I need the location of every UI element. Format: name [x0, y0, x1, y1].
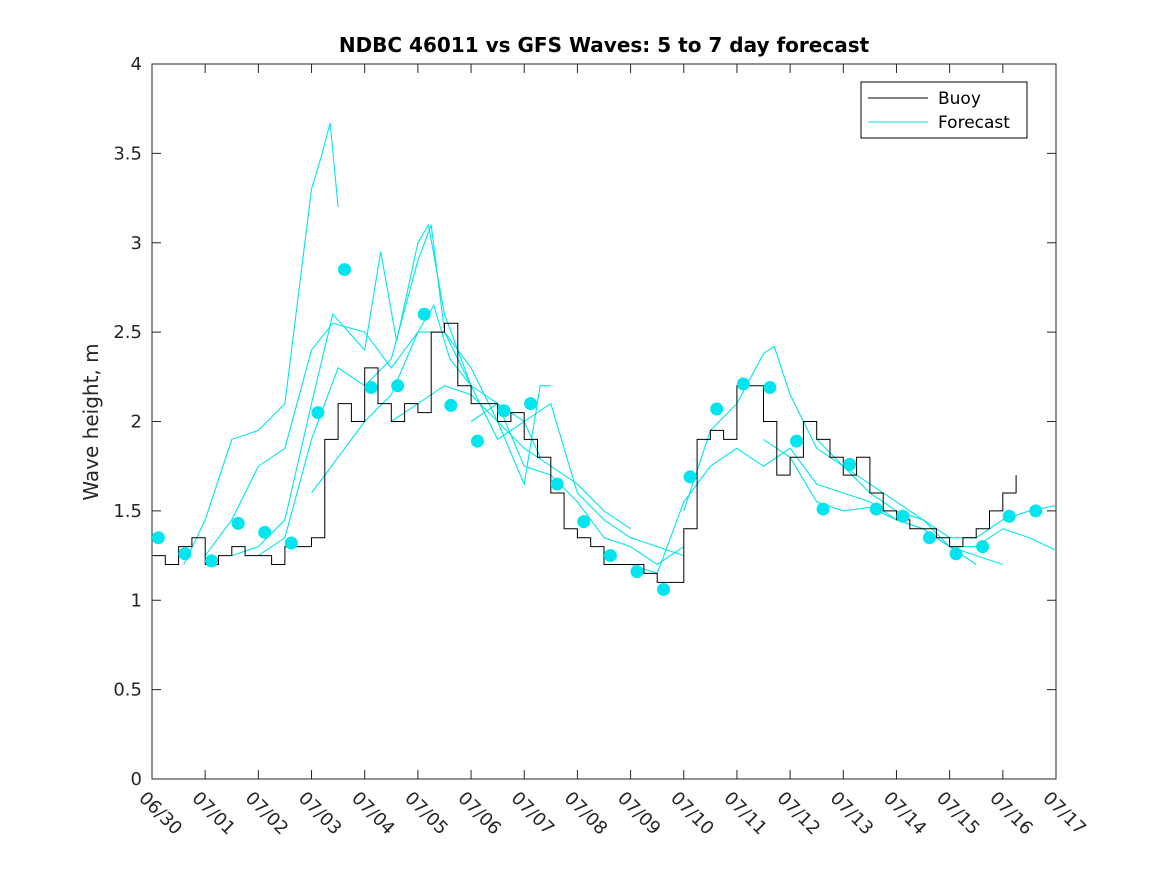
chart-title: NDBC 46011 vs GFS Waves: 5 to 7 day fore…: [339, 33, 870, 57]
forecast-point: [470, 434, 484, 448]
forecast-line: [816, 439, 1057, 539]
forecast-point: [205, 554, 219, 568]
forecast-point: [683, 470, 697, 484]
y-tick-label: 2.5: [113, 322, 142, 343]
forecast-point: [976, 540, 990, 554]
forecast-point: [311, 406, 325, 420]
forecast-point: [896, 509, 910, 523]
legend-box: [860, 81, 1028, 139]
x-tick-label: 07/15: [932, 788, 984, 840]
y-tick-label: 0.5: [113, 680, 142, 701]
forecast-line: [258, 224, 631, 557]
y-tick-label: 1.5: [113, 501, 142, 522]
x-tick-label: 07/03: [294, 788, 346, 840]
forecast-point: [657, 583, 671, 597]
forecast-point: [391, 379, 405, 393]
y-tick-label: 3: [131, 233, 142, 254]
forecast-line: [390, 385, 551, 487]
forecast-point: [736, 377, 750, 391]
forecast-point: [949, 547, 963, 561]
legend: Buoy Forecast: [860, 81, 1028, 139]
forecast-point: [577, 515, 591, 529]
forecast-point: [417, 307, 431, 321]
forecast-line: [204, 303, 472, 556]
forecast-point: [337, 263, 351, 277]
y-tick-label: 2: [131, 412, 142, 433]
forecast-line: [231, 223, 541, 557]
forecast-point: [364, 381, 378, 395]
x-tick-label: 07/09: [613, 788, 665, 840]
forecast-point: [231, 516, 245, 530]
forecast-line: [630, 447, 1003, 575]
x-tick-label: 07/08: [560, 788, 612, 840]
x-tick-label: 06/30: [134, 788, 186, 840]
forecast-point: [630, 565, 644, 579]
forecast-point: [816, 502, 830, 516]
forecast-point: [843, 457, 857, 471]
forecast-line: [183, 122, 339, 565]
legend-buoy-label: Buoy: [938, 89, 981, 109]
x-tick-label: 07/05: [400, 788, 452, 840]
x-tick-label: 07/16: [985, 788, 1037, 840]
x-tick-label: 07/01: [188, 788, 240, 840]
forecast-point: [284, 536, 298, 550]
forecast-point: [550, 477, 564, 491]
y-axis-label: Wave height, m: [79, 343, 103, 500]
y-tick-label: 1: [131, 590, 142, 611]
forecast-point: [258, 525, 272, 539]
x-tick-label: 07/13: [826, 788, 878, 840]
forecast-point: [444, 398, 458, 412]
forecast-point: [869, 502, 883, 516]
forecast-point: [922, 531, 936, 545]
y-tick-label: 4: [131, 54, 142, 75]
forecast-line: [470, 402, 685, 566]
x-tick-label: 07/14: [879, 788, 931, 840]
x-tick-label: 07/06: [454, 788, 506, 840]
forecast-line: [763, 438, 1057, 551]
x-tick-label: 07/10: [666, 788, 718, 840]
axes-box: [151, 63, 1057, 780]
forecast-point: [603, 549, 617, 563]
buoy-line: [152, 322, 1017, 583]
forecast-point: [710, 402, 724, 416]
forecast-point: [178, 547, 192, 561]
x-tick-label: 07/12: [773, 788, 825, 840]
x-tick-label: 07/04: [347, 788, 399, 840]
x-tick-label: 07/07: [507, 788, 559, 840]
forecast-point: [763, 381, 777, 395]
x-tick-label: 07/11: [719, 788, 771, 840]
legend-forecast-label: Forecast: [938, 113, 1010, 133]
forecast-point: [497, 404, 511, 418]
x-tick-label: 07/02: [241, 788, 293, 840]
y-tick-label: 0: [131, 769, 142, 790]
forecast-point: [151, 531, 165, 545]
x-tick-label: 07/17: [1038, 788, 1090, 840]
forecast-point: [524, 397, 538, 411]
forecast-point: [789, 434, 803, 448]
forecast-point: [1002, 509, 1016, 523]
forecast-point: [1029, 504, 1043, 518]
forecast-line: [311, 331, 684, 557]
y-tick-label: 3.5: [113, 143, 142, 164]
